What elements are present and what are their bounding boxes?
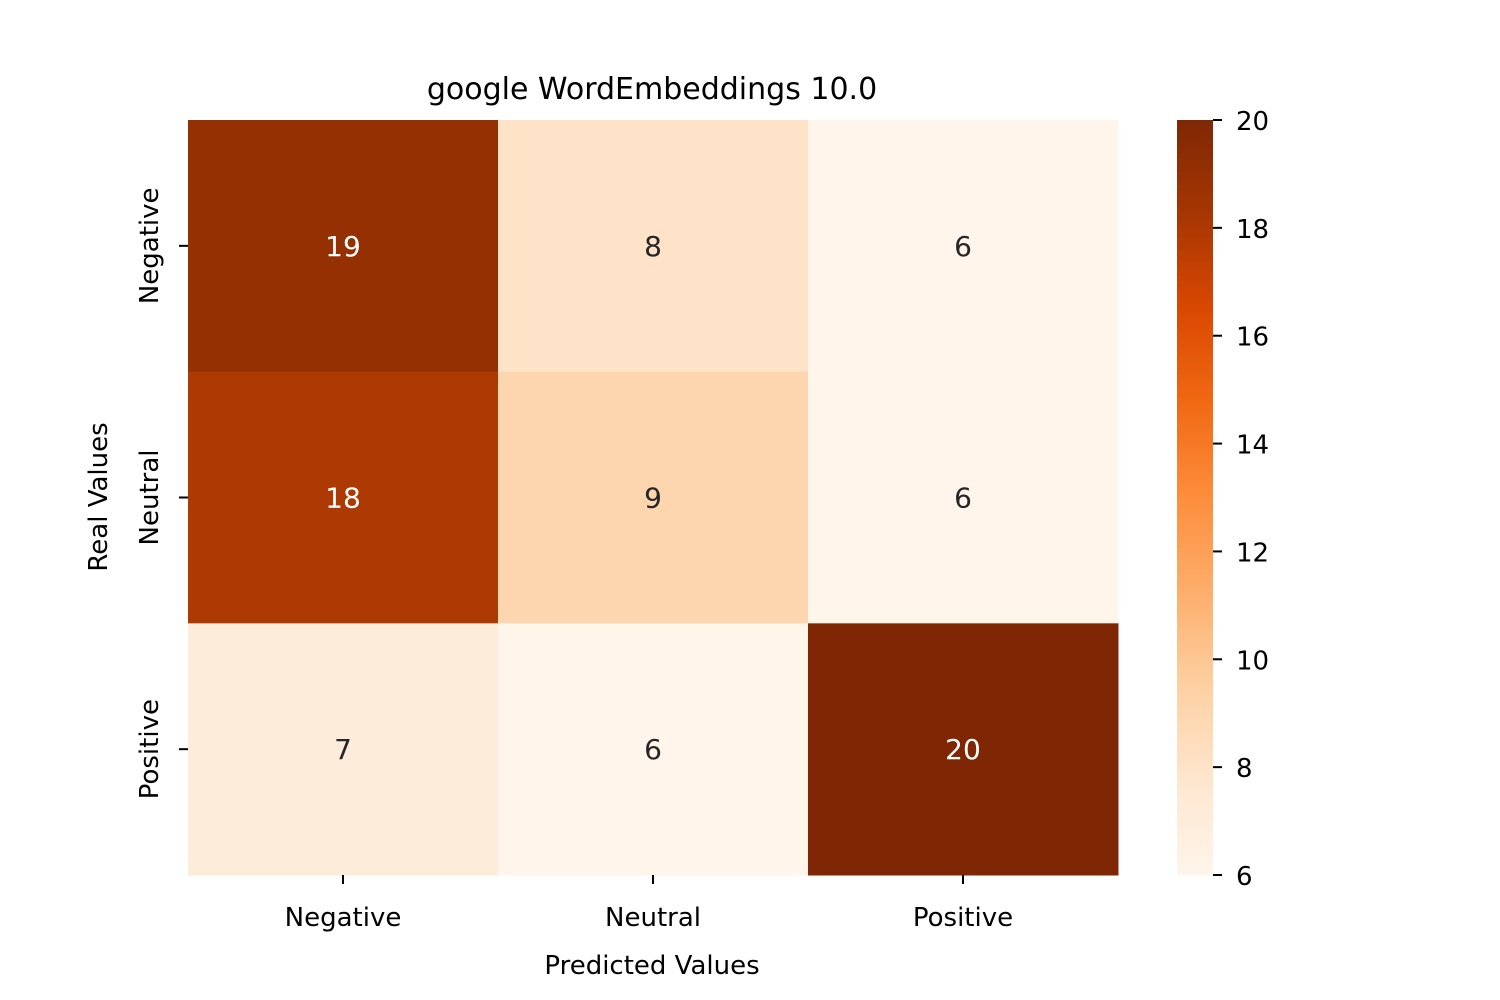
x-axis-label: Predicted Values [544,951,759,981]
colorbar [1177,120,1213,875]
colorbar-tick-label: 18 [1236,215,1269,245]
x-tick-label: Positive [913,903,1013,933]
heatmap-cells [188,120,1119,876]
cell-value-label: 7 [334,733,352,766]
cell-value-label: 6 [954,482,972,515]
heatmap-cell [188,371,499,624]
cell-value-label: 6 [644,733,662,766]
heatmap-cell [498,623,809,876]
y-tick-label: Positive [135,699,165,799]
colorbar-tick-label: 8 [1236,754,1253,784]
colorbar-ticks: 6 8 10 12 14 16 18 20 [1213,107,1269,892]
x-axis-ticks: Negative Neutral Positive [285,875,1013,933]
chart-title: google WordEmbeddings 10.0 [427,72,877,107]
colorbar-tick-label: 14 [1236,431,1269,461]
cell-value-label: 9 [644,482,662,515]
heatmap-cell [808,623,1119,876]
cell-value-label: 6 [954,230,972,263]
cell-value-labels: 19 8 6 18 9 6 7 6 20 [325,230,981,766]
heatmap-cell [498,120,809,373]
heatmap-cell [808,120,1119,373]
y-tick-label: Neutral [135,450,165,546]
colorbar-tick-label: 12 [1236,538,1269,568]
y-axis-label: Real Values [84,422,114,571]
y-tick-label: Negative [135,187,165,304]
cell-value-label: 8 [644,230,662,263]
cell-value-label: 18 [325,482,361,515]
x-tick-label: Negative [285,903,402,933]
cell-value-label: 19 [325,230,361,263]
colorbar-tick-label: 10 [1236,646,1269,676]
heatmap-cell [808,371,1119,624]
y-axis-ticks: Negative Neutral Positive [135,187,188,799]
heatmap-cell [188,623,499,876]
heatmap-cell [188,120,499,373]
colorbar-tick-label: 6 [1236,862,1253,892]
colorbar-tick-label: 20 [1236,107,1269,137]
heatmap-cell [498,371,809,624]
cell-value-label: 20 [945,733,981,766]
colorbar-tick-label: 16 [1236,323,1269,353]
x-tick-label: Neutral [605,903,701,933]
